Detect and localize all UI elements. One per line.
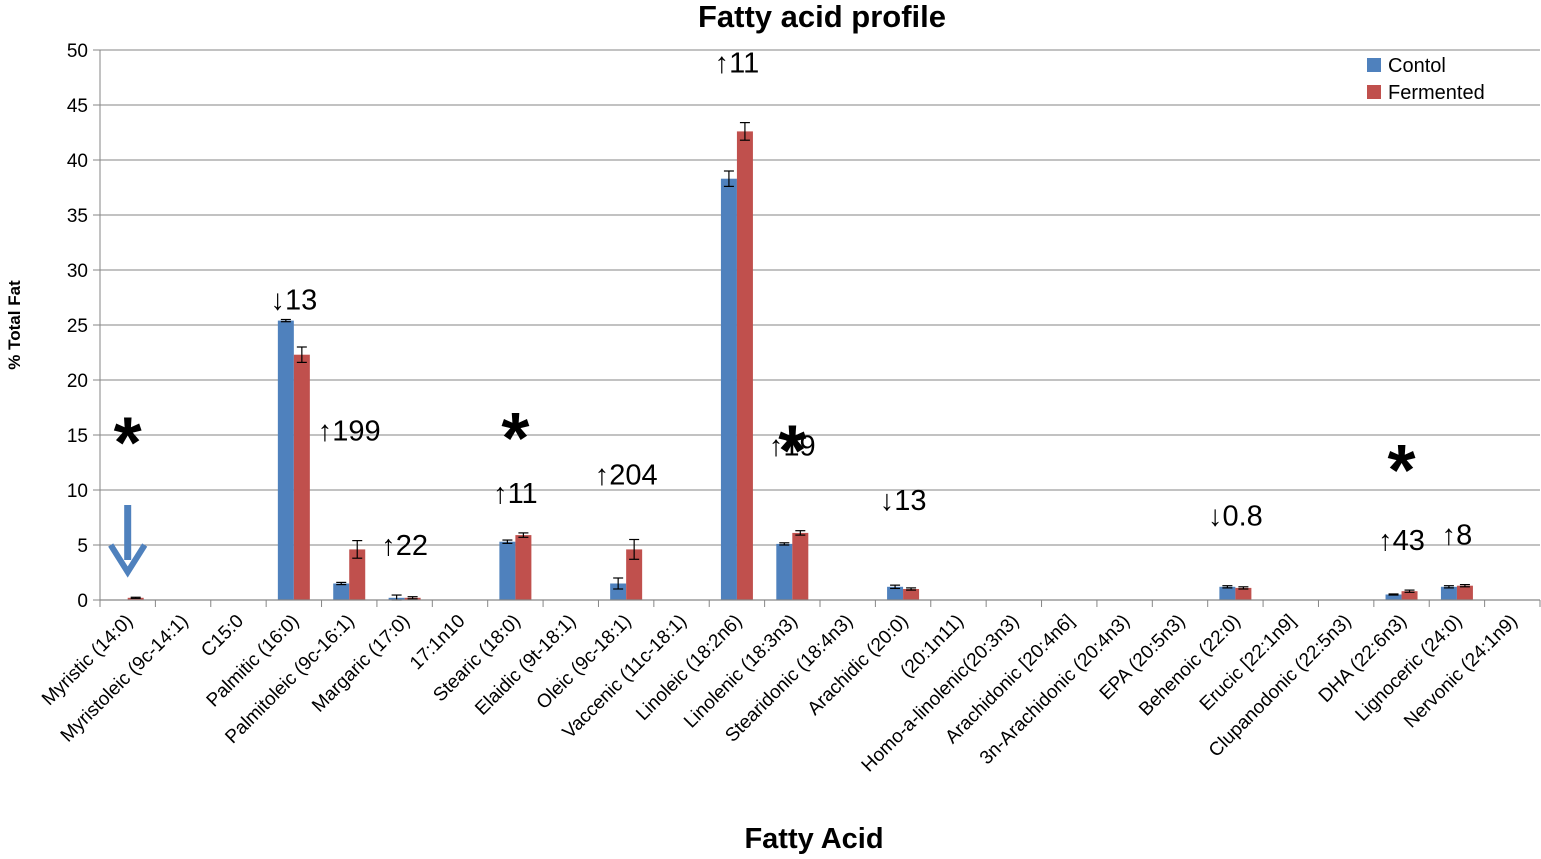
y-tick-label: 20 [67,371,88,392]
x-axis-title: Fatty Acid [744,823,883,855]
bar-fermented-3 [293,354,310,600]
y-tick-label: 40 [67,151,88,172]
bar-contol-9 [610,583,627,600]
error-bars [130,121,1470,601]
down-arrow-head-icon [108,543,148,578]
category-label: Behenoic (22:0) [1135,611,1245,721]
fold-change-label: ↑204 [595,460,658,492]
bar-contol-11 [720,178,737,600]
fold-change-annotations: ↓13 ↑199 ↑22 ↑11 ↑204 ↑11 ↑19 ↓13 ↓0.8 ↑43 ↑8 [270,48,1472,562]
legend-label: Fermented [1388,82,1485,104]
fold-change-label: ↓13 [880,485,927,517]
fold-change-label: ↓13 [270,285,317,317]
bar-fermented-23 [1401,591,1418,600]
category-label: Arachidic (20:0) [804,611,913,720]
y-axis-title: % Total Fat [5,280,24,370]
bar-contol-20 [1219,586,1236,600]
y-tick-label: 35 [67,206,88,227]
significance-asterisk: * [114,403,142,483]
x-axis [99,599,1541,607]
significance-asterisk: * [778,412,806,492]
fold-change-label: ↑22 [381,530,428,562]
category-label: Oleic (9c-18:1) [533,611,636,714]
legend-swatch-fermented [1367,85,1381,99]
y-tick-label: 15 [67,426,88,447]
chart-title: Fatty acid profile [698,0,946,34]
gridlines [100,49,1540,546]
x-axis-labels: Myristic (14:0)Myristoleic (9c-14:1) C15:… [38,611,1522,777]
bar-contol-12 [776,543,793,600]
fold-change-label: ↑11 [493,478,538,510]
bar-contol-14 [887,586,904,600]
legend-swatch-contol [1367,58,1381,72]
bar-fermented-7 [515,535,532,600]
bar-contol-4 [333,583,350,600]
y-tick-label: 10 [67,481,88,502]
y-tick-label: 45 [67,96,88,117]
bar-contol-23 [1385,594,1402,600]
category-label: Margaric (17:0) [308,611,414,717]
significance-markers: * * * * [108,399,1416,578]
category-label: Erucic [22:1n9] [1196,611,1300,715]
bar-fermented-11 [736,131,753,600]
bar-fermented-4 [349,549,366,600]
fold-change-label: ↑8 [1442,520,1473,552]
category-label: C15:0 [197,611,248,662]
fold-change-label: ↑199 [318,416,381,448]
fold-change-label: ↑11 [715,48,760,80]
bar-fermented-12 [792,532,809,600]
legend: Contol Fermented [1367,55,1485,104]
y-tick-label: 25 [67,316,88,337]
bars [127,131,1473,600]
y-tick-label: 5 [77,536,88,557]
significance-asterisk: * [501,399,529,479]
bar-contol-24 [1440,586,1457,600]
bar-contol-3 [277,320,294,600]
bar-fermented-9 [626,549,643,600]
category-label: Elaidic (9t-18:1) [471,611,580,720]
legend-label: Contol [1388,55,1446,77]
fold-change-label: ↑43 [1378,525,1425,557]
y-tick-label: 50 [67,41,88,62]
y-axis-ticks: 0 5 10 15 20 25 30 35 40 45 50 [67,41,101,612]
fold-change-label: ↑19 [769,431,816,463]
y-tick-label: 0 [77,591,88,612]
bar-fermented-24 [1456,585,1473,600]
bar-fermented-20 [1235,587,1252,600]
significance-asterisk: * [1388,431,1416,511]
fold-change-label: ↓0.8 [1208,501,1263,533]
y-tick-label: 30 [67,261,88,282]
bar-fermented-14 [903,589,920,600]
bar-contol-7 [499,541,516,600]
